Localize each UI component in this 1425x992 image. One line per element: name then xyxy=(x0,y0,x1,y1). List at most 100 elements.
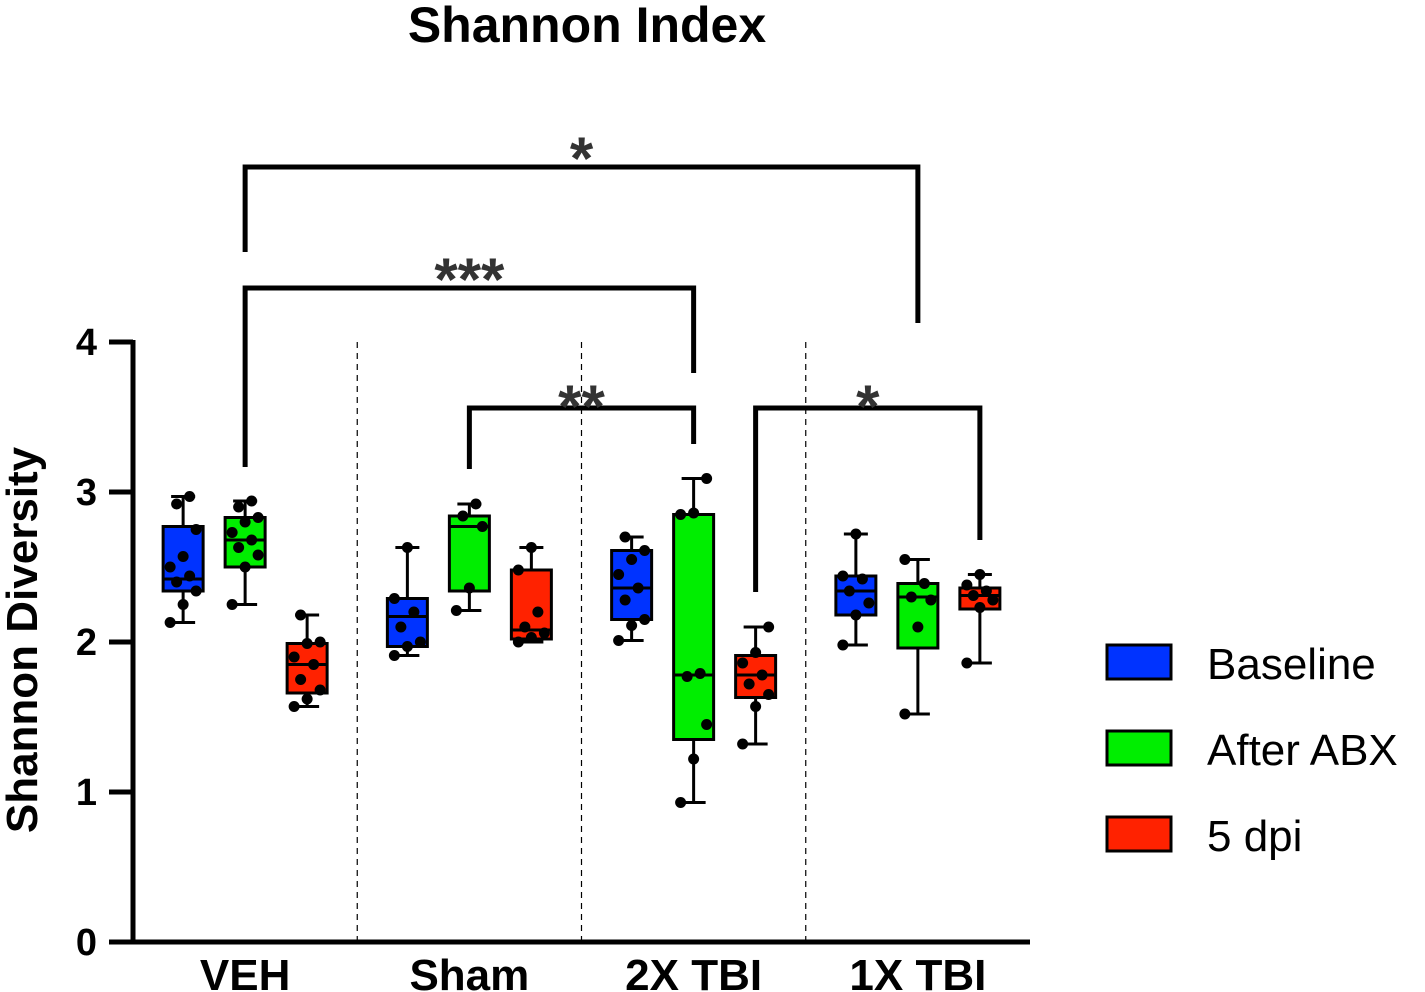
data-point xyxy=(850,528,862,540)
data-point xyxy=(226,527,238,538)
data-point xyxy=(899,708,911,720)
data-point xyxy=(613,635,625,646)
data-point xyxy=(701,473,713,484)
data-point xyxy=(301,638,313,649)
data-point xyxy=(701,719,713,730)
x-tick-label: VEH xyxy=(200,951,290,992)
data-point xyxy=(737,657,749,669)
significance-bracket xyxy=(466,405,697,469)
data-point xyxy=(164,561,176,573)
data-point xyxy=(918,578,930,589)
data-point xyxy=(525,542,537,553)
data-point xyxy=(750,701,762,712)
data-point xyxy=(476,521,488,532)
data-point xyxy=(395,621,407,633)
data-point xyxy=(171,576,183,588)
data-point xyxy=(688,507,700,519)
data-point xyxy=(512,564,524,576)
data-point xyxy=(850,609,862,621)
data-point xyxy=(388,593,400,604)
data-point xyxy=(743,678,755,690)
data-point xyxy=(246,534,258,546)
box-1-2 xyxy=(672,473,716,808)
data-point xyxy=(538,627,550,639)
significance-label: * xyxy=(856,373,880,440)
data-point xyxy=(239,561,251,573)
data-point xyxy=(980,585,992,597)
data-point xyxy=(856,573,868,585)
data-point xyxy=(288,651,300,663)
data-point xyxy=(233,542,245,553)
box-1-0 xyxy=(223,495,267,610)
significance-bracket xyxy=(242,285,697,467)
data-point xyxy=(525,632,537,643)
box-1-1 xyxy=(447,498,491,616)
data-point xyxy=(626,620,638,631)
data-point xyxy=(246,495,258,507)
box-iqr xyxy=(672,513,716,741)
data-point xyxy=(288,701,300,712)
data-point xyxy=(519,621,531,633)
legend-swatch xyxy=(1105,643,1173,681)
significance-label: ** xyxy=(558,373,605,440)
data-point xyxy=(619,594,631,606)
data-point xyxy=(694,668,706,679)
data-point xyxy=(463,582,475,594)
data-point xyxy=(925,594,937,606)
data-point xyxy=(308,659,320,670)
box-iqr xyxy=(834,574,878,617)
data-point xyxy=(763,621,775,633)
box-2-0 xyxy=(285,609,329,712)
group-separators xyxy=(356,342,807,942)
data-point xyxy=(470,498,482,510)
data-point xyxy=(450,605,462,616)
axes: 0 1 2 3 4 VEH Sham 2X TBI 1X TBI xyxy=(76,322,1030,992)
data-point xyxy=(750,647,762,658)
data-point xyxy=(675,797,687,808)
data-point xyxy=(912,621,924,633)
data-point xyxy=(301,693,313,705)
data-point xyxy=(899,554,911,565)
data-point xyxy=(905,591,917,603)
y-tick-label: 0 xyxy=(76,922,97,964)
data-point xyxy=(837,639,849,651)
data-point xyxy=(639,614,651,625)
data-point xyxy=(314,636,326,648)
data-point xyxy=(457,510,469,522)
data-point xyxy=(252,512,264,523)
data-point xyxy=(763,689,775,700)
data-point xyxy=(184,570,196,582)
data-point xyxy=(675,509,687,520)
data-point xyxy=(177,551,189,562)
box-2-2 xyxy=(734,621,778,750)
data-point xyxy=(177,599,189,610)
data-point xyxy=(401,641,413,652)
box-plots xyxy=(161,473,1002,808)
box-0-3 xyxy=(834,528,878,651)
data-point xyxy=(512,636,524,648)
data-point xyxy=(863,597,875,609)
data-point xyxy=(233,501,245,513)
box-0-0 xyxy=(161,491,205,628)
data-point xyxy=(401,542,413,553)
data-point xyxy=(252,549,264,561)
x-tick-label: 1X TBI xyxy=(849,951,986,992)
data-point xyxy=(756,669,768,681)
data-point xyxy=(961,579,973,591)
data-point xyxy=(967,590,979,601)
data-point xyxy=(164,617,176,628)
data-point xyxy=(408,606,420,618)
legend-label: 5 dpi xyxy=(1207,812,1302,861)
data-point xyxy=(171,498,183,510)
data-point xyxy=(632,582,644,594)
box-2-1 xyxy=(509,542,553,648)
data-point xyxy=(314,684,326,696)
legend-swatch xyxy=(1105,815,1173,853)
legend: Baseline After ABX 5 dpi xyxy=(1105,640,1398,861)
data-point xyxy=(688,753,700,765)
data-point xyxy=(532,606,544,618)
legend-swatch xyxy=(1105,729,1173,767)
data-point xyxy=(961,657,973,669)
data-point xyxy=(184,491,196,502)
data-point xyxy=(295,609,307,621)
